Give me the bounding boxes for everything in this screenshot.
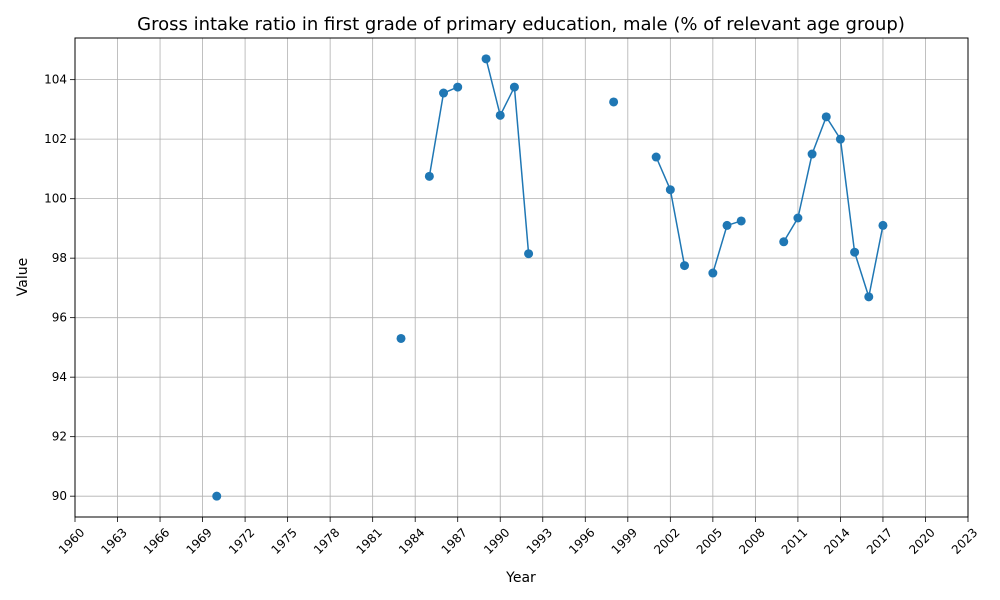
x-axis-label: Year [505,570,536,586]
series-line-segment [853,251,870,298]
data-point [651,152,661,162]
series-line-segment [868,225,884,297]
plot-area [74,37,969,518]
data-point [524,249,534,259]
series-line-segment [655,156,672,191]
y-tick-label: 100 [44,192,67,206]
series [212,54,888,501]
series-line-segment [499,86,516,116]
data-point [736,216,746,226]
data-point [609,97,619,107]
y-tick-label: 94 [52,370,67,384]
series-line-segment [783,217,799,243]
y-axis-label: Value [15,258,31,296]
series-line-segment [797,153,813,219]
x-tick-label: 1981 [354,525,385,556]
x-tick-label: 1984 [396,525,427,556]
series-line-segment [669,189,686,266]
data-point [453,82,463,92]
data-point [680,261,690,271]
y-tick-label: 104 [44,73,67,87]
x-tick-label: 1999 [609,525,640,556]
y-tick-label: 102 [44,132,67,146]
x-tick-label: 2008 [736,525,767,556]
data-point [850,247,860,257]
y-tick-label: 92 [52,430,67,444]
y-tick-label: 90 [52,489,67,503]
series-line-segment [811,116,827,155]
data-point [424,171,434,181]
data-point [807,149,817,159]
y-axis: 90 92 94 96 98 100 102 104 [44,73,75,503]
series-line-segment [712,225,728,274]
x-tick-label: 1975 [268,525,299,556]
x-tick-label: 2014 [821,525,852,556]
x-tick-label: 2023 [949,525,980,556]
data-point [779,237,789,247]
data-point [396,333,406,343]
data-point [665,185,675,195]
x-tick-label: 2017 [864,525,895,556]
x-tick-label: 1960 [56,525,87,556]
x-tick-label: 2002 [651,525,682,556]
data-point [495,110,505,120]
x-tick-label: 1996 [566,525,597,556]
x-tick-label: 1978 [311,525,342,556]
data-point [722,220,732,230]
x-tick-label: 1966 [141,525,172,556]
x-tick-label: 2005 [694,525,725,556]
series-line-segment [485,58,501,116]
x-tick-label: 1993 [524,525,555,556]
data-point [864,292,874,302]
x-axis: 1960 1963 1966 1969 1972 1975 1978 1981 1984 1987… [56,517,980,557]
data-point [835,134,845,144]
y-tick-label: 98 [52,251,67,265]
x-tick-label: 1969 [183,525,214,556]
data-point [821,112,831,122]
x-tick-label: 1990 [481,525,512,556]
series-line-segment [428,92,445,177]
data-point [509,82,519,92]
series-line-segment [839,139,856,253]
x-tick-label: 1972 [226,525,257,556]
data-point [439,88,449,98]
data-point [481,54,491,64]
x-tick-label: 1987 [439,525,470,556]
data-point [212,491,222,501]
chart-title: Gross intake ratio in first grade of pri… [137,14,905,35]
x-tick-label: 1963 [98,525,129,556]
x-tick-label: 2020 [906,525,937,556]
data-point [793,213,803,223]
y-tick-label: 96 [52,311,67,325]
data-point [878,220,888,230]
data-point [708,268,718,278]
series-line-segment [513,87,530,254]
grid-lines [74,38,969,517]
x-tick-label: 2011 [779,525,810,556]
